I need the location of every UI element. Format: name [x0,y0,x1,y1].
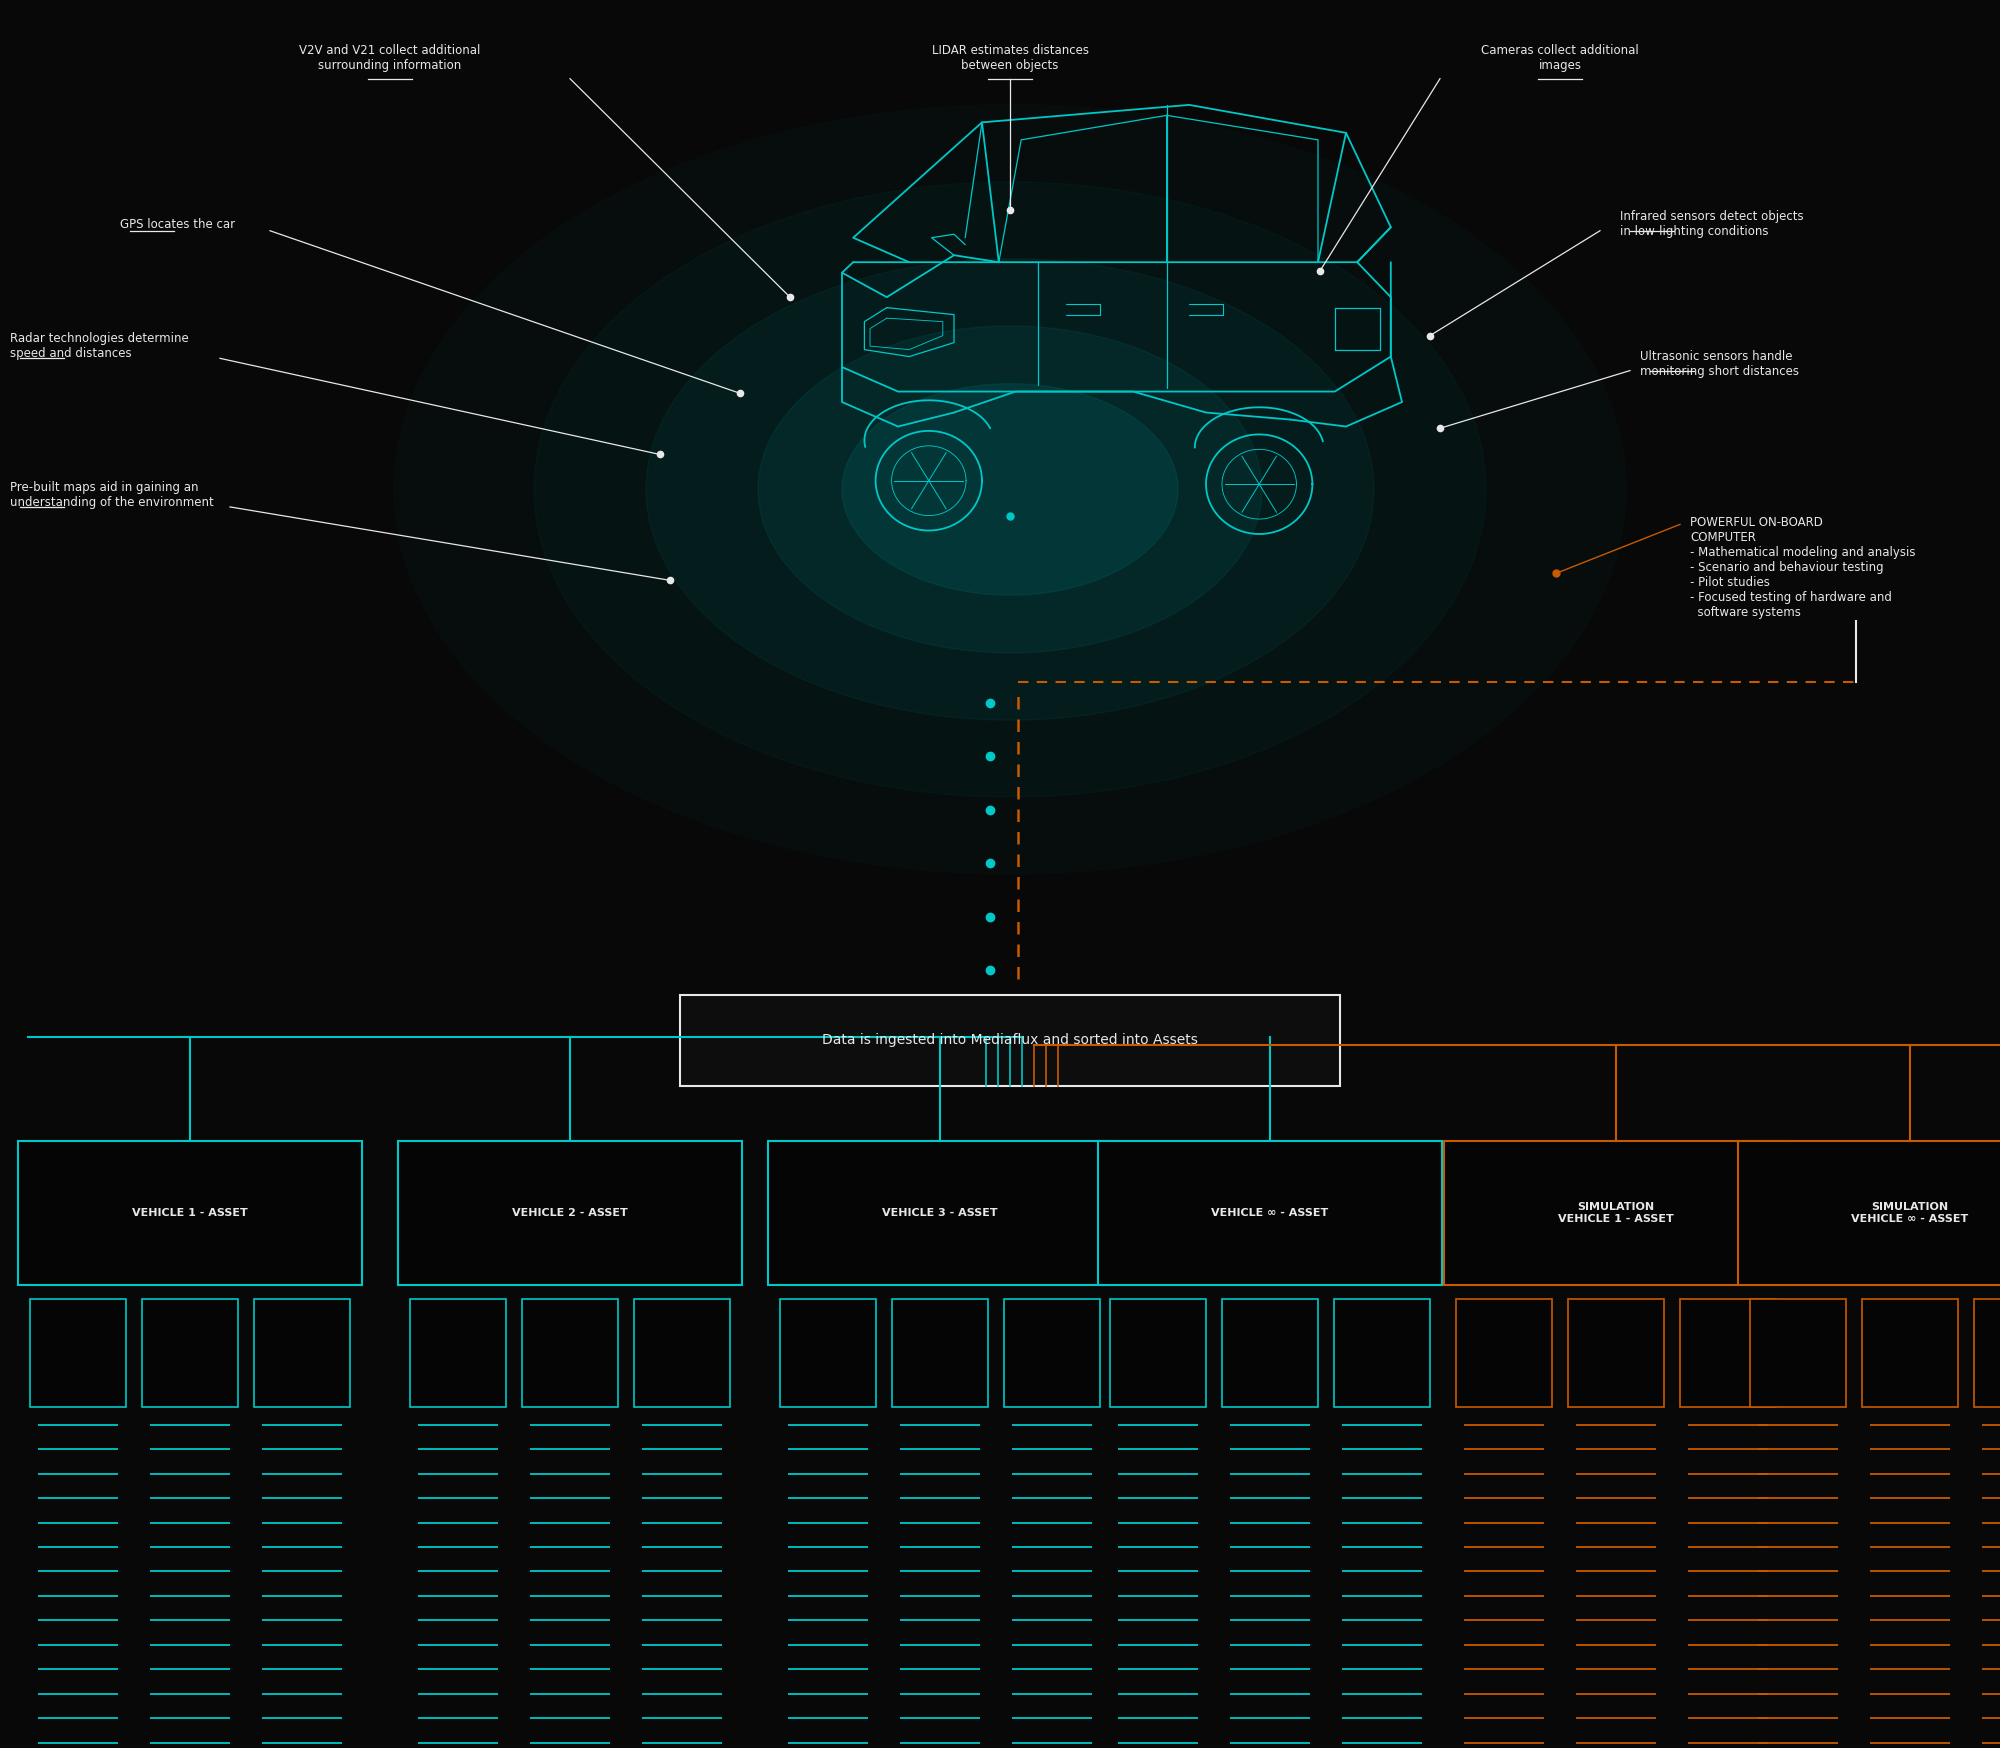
Text: LIDAR estimates distances
between objects: LIDAR estimates distances between object… [932,44,1088,72]
FancyBboxPatch shape [410,1299,506,1407]
FancyBboxPatch shape [30,1299,126,1407]
Text: VEHICLE 3 - ASSET: VEHICLE 3 - ASSET [882,1208,998,1218]
Text: Infrared sensors detect objects
in low-lighting conditions: Infrared sensors detect objects in low-l… [1620,210,1804,238]
FancyBboxPatch shape [1862,1299,1958,1407]
Text: SIMULATION
VEHICLE 1 - ASSET: SIMULATION VEHICLE 1 - ASSET [1558,1203,1674,1224]
FancyBboxPatch shape [634,1299,730,1407]
Text: Ultrasonic sensors handle
monitoring short distances: Ultrasonic sensors handle monitoring sho… [1640,350,1800,378]
FancyBboxPatch shape [1456,1299,1552,1407]
FancyBboxPatch shape [1738,1141,2000,1285]
Text: POWERFUL ON-BOARD
COMPUTER
- Mathematical modeling and analysis
- Scenario and b: POWERFUL ON-BOARD COMPUTER - Mathematica… [1690,516,1916,619]
Text: Radar technologies determine
speed and distances: Radar technologies determine speed and d… [10,332,188,360]
FancyBboxPatch shape [1680,1299,1776,1407]
Text: VEHICLE 1 - ASSET: VEHICLE 1 - ASSET [132,1208,248,1218]
FancyBboxPatch shape [1444,1141,1788,1285]
FancyBboxPatch shape [1568,1299,1664,1407]
Text: Cameras collect additional
images: Cameras collect additional images [1482,44,1638,72]
FancyBboxPatch shape [892,1299,988,1407]
FancyBboxPatch shape [768,1141,1112,1285]
FancyBboxPatch shape [1750,1299,1846,1407]
FancyBboxPatch shape [142,1299,238,1407]
FancyBboxPatch shape [522,1299,618,1407]
FancyBboxPatch shape [1004,1299,1100,1407]
Text: Pre-built maps aid in gaining an
understanding of the environment: Pre-built maps aid in gaining an underst… [10,481,214,509]
Text: SIMULATION
VEHICLE ∞ - ASSET: SIMULATION VEHICLE ∞ - ASSET [1852,1203,1968,1224]
FancyBboxPatch shape [680,995,1340,1086]
Text: V2V and V21 collect additional
surrounding information: V2V and V21 collect additional surroundi… [300,44,480,72]
Text: Data is ingested into Mediaflux and sorted into Assets: Data is ingested into Mediaflux and sort… [822,1033,1198,1047]
FancyBboxPatch shape [1222,1299,1318,1407]
FancyBboxPatch shape [1334,1299,1430,1407]
FancyBboxPatch shape [18,1141,362,1285]
FancyBboxPatch shape [398,1141,742,1285]
Ellipse shape [758,325,1262,654]
FancyBboxPatch shape [780,1299,876,1407]
Text: GPS locates the car: GPS locates the car [120,218,236,231]
Ellipse shape [646,259,1374,720]
FancyBboxPatch shape [1110,1299,1206,1407]
Text: VEHICLE 2 - ASSET: VEHICLE 2 - ASSET [512,1208,628,1218]
FancyBboxPatch shape [254,1299,350,1407]
FancyBboxPatch shape [1098,1141,1442,1285]
Text: VEHICLE ∞ - ASSET: VEHICLE ∞ - ASSET [1212,1208,1328,1218]
Ellipse shape [842,385,1178,594]
FancyBboxPatch shape [1974,1299,2000,1407]
